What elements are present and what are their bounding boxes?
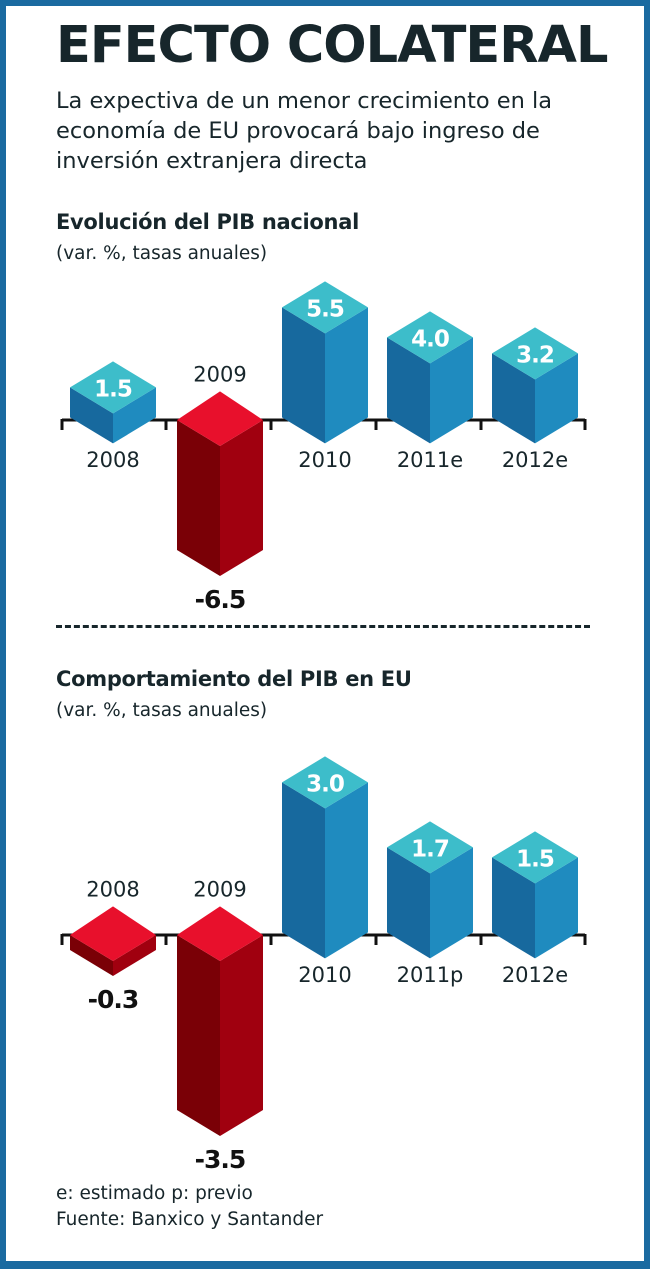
value-label: 5.5 [306,296,344,322]
bar-top-face [177,391,263,446]
bar-2010: 3.0 2010 [282,756,368,987]
bar-2011e: 4.0 2011e [387,311,473,472]
chart1-title: Evolución del PIB nacional [56,210,359,234]
bar-2009: -3.5 2009 [177,877,263,1174]
section-divider [56,625,590,628]
chart-1-plot: 1.5 2008 -6.5 2009 5.5 2010 4.0 2011e 3.2 2012e [60,281,587,614]
bar-right-face [113,935,156,976]
bar-2009: -6.5 2009 [177,362,263,614]
bar-top-face [282,281,368,334]
main-subtitle: La expectiva de un menor crecimiento en … [56,88,553,174]
bar-top-face [492,831,578,884]
bar-left-face [70,387,113,444]
category-label: 2010 [298,448,351,472]
bar-left-face [492,857,535,959]
bar-left-face [387,337,430,444]
chart2-title: Comportamiento del PIB en EU [56,667,412,691]
category-label: 2009 [193,362,246,386]
bar-right-face [430,337,473,444]
bar-top-face [70,361,156,414]
value-label: 1.5 [516,846,554,872]
bar-right-face [535,353,578,444]
source-note: Fuente: Banxico y Santander [56,1209,324,1230]
bar-top-face [177,906,263,961]
bar-right-face [535,857,578,959]
value-label: -6.5 [195,585,246,614]
category-label: 2008 [86,877,139,901]
bar-right-face [220,420,263,576]
value-label: -3.5 [195,1145,246,1174]
bar-2012e: 3.2 2012e [492,327,578,472]
bar-right-face [325,782,368,959]
category-label: 2009 [193,877,246,901]
value-label: 1.5 [94,376,132,402]
bar-right-face [430,847,473,959]
bar-2008: 1.5 2008 [70,361,156,472]
category-label: 2012e [502,963,568,987]
value-label: 1.7 [411,836,449,862]
bar-2008: -0.3 2008 [70,877,156,1014]
bar-top-face [387,311,473,364]
category-label: 2008 [86,448,139,472]
bar-left-face [177,935,220,1136]
category-label: 2010 [298,963,351,987]
bar-left-face [177,420,220,576]
bar-top-face [492,327,578,380]
bar-left-face [70,935,113,976]
category-label: 2011p [397,963,464,987]
value-label: 3.0 [306,771,344,797]
bar-right-face [325,307,368,444]
bar-left-face [282,307,325,444]
infographic-card [6,6,644,1261]
bar-top-face [282,756,368,809]
chart-2-plot: -0.3 2008 -3.5 2009 3.0 2010 1.7 2011p 1.5 2012e [60,756,587,1174]
bar-right-face [220,935,263,1136]
bar-right-face [113,387,156,444]
value-label: -0.3 [88,985,139,1014]
chart2-subtitle: (var. %, tasas anuales) [56,700,268,721]
category-label: 2011e [397,448,463,472]
bar-top-face [387,821,473,874]
chart1-subtitle: (var. %, tasas anuales) [56,243,268,264]
legend-note: e: estimado p: previo [56,1183,253,1204]
value-label: 3.2 [516,342,554,368]
main-title: EFECTO COLATERAL [56,16,608,75]
category-label: 2012e [502,448,568,472]
bar-left-face [492,353,535,444]
bar-2012e: 1.5 2012e [492,831,578,987]
bar-top-face [70,906,156,961]
bar-2010: 5.5 2010 [282,281,368,472]
bar-left-face [282,782,325,959]
value-label: 4.0 [411,326,449,352]
bar-left-face [387,847,430,959]
bar-2011p: 1.7 2011p [387,821,473,987]
